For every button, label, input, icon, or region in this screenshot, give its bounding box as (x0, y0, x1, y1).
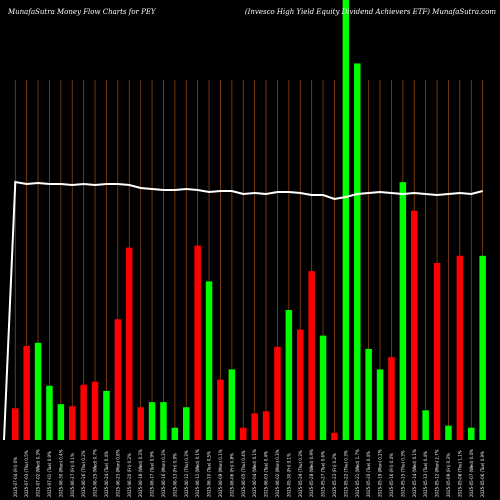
x-tick-label: 2025-05-14 (Wed) 0.1% (412, 449, 417, 497)
x-tick-label: 2025-06-18 (Wed) 0.2% (138, 449, 143, 497)
x-tick-label: 2025-06-13 (Fri) 0.9% (172, 453, 177, 497)
bar (217, 379, 224, 440)
x-tick-label: 2025-06-12 (Thu) 0.3% (184, 450, 189, 497)
bar (274, 346, 281, 440)
bar (34, 342, 42, 440)
x-tick-label: 2025-07-02 (Wed) 0.3% (36, 449, 41, 497)
x-tick-label: 2025-06-16 (Mon) 0.3% (161, 449, 166, 497)
bar (103, 390, 110, 440)
x-tick-label: 2025-05-29 (Thu) 0.3% (298, 450, 303, 497)
bar (46, 385, 53, 440)
x-tick-label: 2025-05-21 (Wed) 1.7% (355, 449, 360, 497)
x-tick-label: 2025-06-06 (Fri) 0.8% (229, 453, 234, 497)
x-tick-label: 2025-06-25 (Wed) 0.7% (93, 449, 98, 497)
x-tick-label: 2025-05-12 (Mon) 2.7% (435, 449, 440, 497)
bar (411, 210, 418, 440)
x-tick-label: 2025-05-07 (Wed) 0.4% (469, 449, 474, 497)
bar (399, 182, 407, 441)
bar (57, 404, 65, 440)
bar (388, 357, 395, 440)
bar (194, 245, 201, 440)
x-tick-label: 2025-06-10 (Tue) 0.5% (207, 451, 212, 497)
x-tick-label: 2025-05-30 (Fri) 0.1% (286, 453, 291, 497)
bar (23, 345, 30, 440)
bar (342, 0, 350, 440)
x-tick-label: 2025-05-16 (Fri) 0.4% (389, 453, 394, 497)
x-tick-label: 2025-05-08 (Thu) 1.1% (457, 450, 462, 497)
x-tick-label: 2025-06-23 (Mon) 0.8% (115, 449, 120, 497)
x-tick-label: 2025-06-30 (Mon) 0.4% (58, 449, 63, 497)
bar (148, 402, 156, 440)
price-line (3, 180, 483, 441)
bar (251, 413, 258, 440)
x-tick-label: 2025-07-01 (Tue) 0.9% (47, 451, 52, 497)
x-tick-label: 2025-06-20 (Fri) 0.2% (127, 453, 132, 497)
bar (354, 63, 361, 440)
bar (319, 335, 327, 440)
bar (228, 369, 236, 440)
bar (171, 427, 179, 440)
x-tick-label: 2025-06-26 (Thu) 0.2% (81, 450, 86, 497)
bar (114, 319, 122, 440)
x-tick-label: 2025-05-06 (Tue) 0.9% (480, 451, 485, 497)
bar (183, 407, 190, 440)
x-tick-label: 2025-05-19 (Mon) 0.2% (378, 449, 383, 497)
x-tick-label: 2025-07-04 (Fri) 0% (13, 457, 18, 497)
x-tick-label: 2025-05-27 (Tue) 0.6% (321, 451, 326, 497)
x-tick-label: 2025-05-20 (Tue) 0.4% (366, 451, 371, 497)
bar (433, 262, 441, 440)
x-tick-label: 2025-05-23 (Fri) 0.2% (332, 453, 337, 497)
x-tick-label: 2025-05-28 (Wed) 0.9% (309, 449, 314, 497)
bar (285, 310, 293, 440)
x-tick-label: 2025-07-03 (Thu) 0.5% (24, 450, 29, 497)
x-tick-label: 2025-06-27 (Fri) 0.1% (70, 453, 75, 497)
bar (365, 348, 372, 440)
bar-series (12, 0, 486, 441)
x-tick-label: 2025-06-05 (Thu) 0.4% (241, 450, 246, 497)
x-tick-label: 2025-05-15 (Thu) 0.3% (400, 450, 405, 497)
x-tick-label: 2025-05-13 (Tue) 0.4% (423, 451, 428, 497)
x-tick-label: 2025-06-24 (Tue) 0.4% (104, 451, 109, 497)
x-tick-label: 2025-06-11 (Wed) 0.1% (195, 449, 200, 497)
bar (468, 427, 475, 440)
bar (456, 255, 464, 440)
bar (160, 402, 167, 440)
x-tick-label: 2025-06-04 (Wed) 0.1% (252, 449, 257, 497)
bar (205, 281, 213, 440)
bar (445, 425, 452, 440)
bar (376, 369, 384, 440)
bar (137, 407, 144, 440)
x-tick-label: 2025-06-02 (Mon) 0.3% (275, 449, 280, 497)
bar (91, 381, 99, 440)
bar (331, 432, 338, 440)
bar (297, 329, 304, 440)
bar (422, 410, 429, 440)
x-tick-labels: 2025-07-04 (Fri) 0% 2025-07-03 (Thu) 0.5%… (13, 449, 485, 497)
x-tick-label: 2025-06-17 (Tue) 0.9% (150, 451, 155, 497)
x-tick-label: 2025-05-22 (Thu) 0.3% (343, 450, 348, 497)
chart-title: MunafaSutra Money Flow Charts for PEY (7, 8, 157, 16)
bar (126, 247, 133, 440)
bar (80, 384, 87, 440)
chart-subtitle: (Invesco High Yield Equity Dividend Achi… (245, 8, 496, 16)
bar (479, 255, 486, 440)
x-tick-label: 2025-06-03 (Tue) 0.4% (264, 451, 269, 497)
x-tick-label: 2025-06-09 (Mon) 0.1% (218, 449, 223, 497)
bar (308, 271, 315, 440)
x-tick-label: 2025-05-09 (Fri) 0.3% (446, 453, 451, 497)
bar (240, 427, 247, 440)
bar (69, 406, 76, 440)
bar (12, 408, 19, 440)
bar (262, 411, 270, 440)
